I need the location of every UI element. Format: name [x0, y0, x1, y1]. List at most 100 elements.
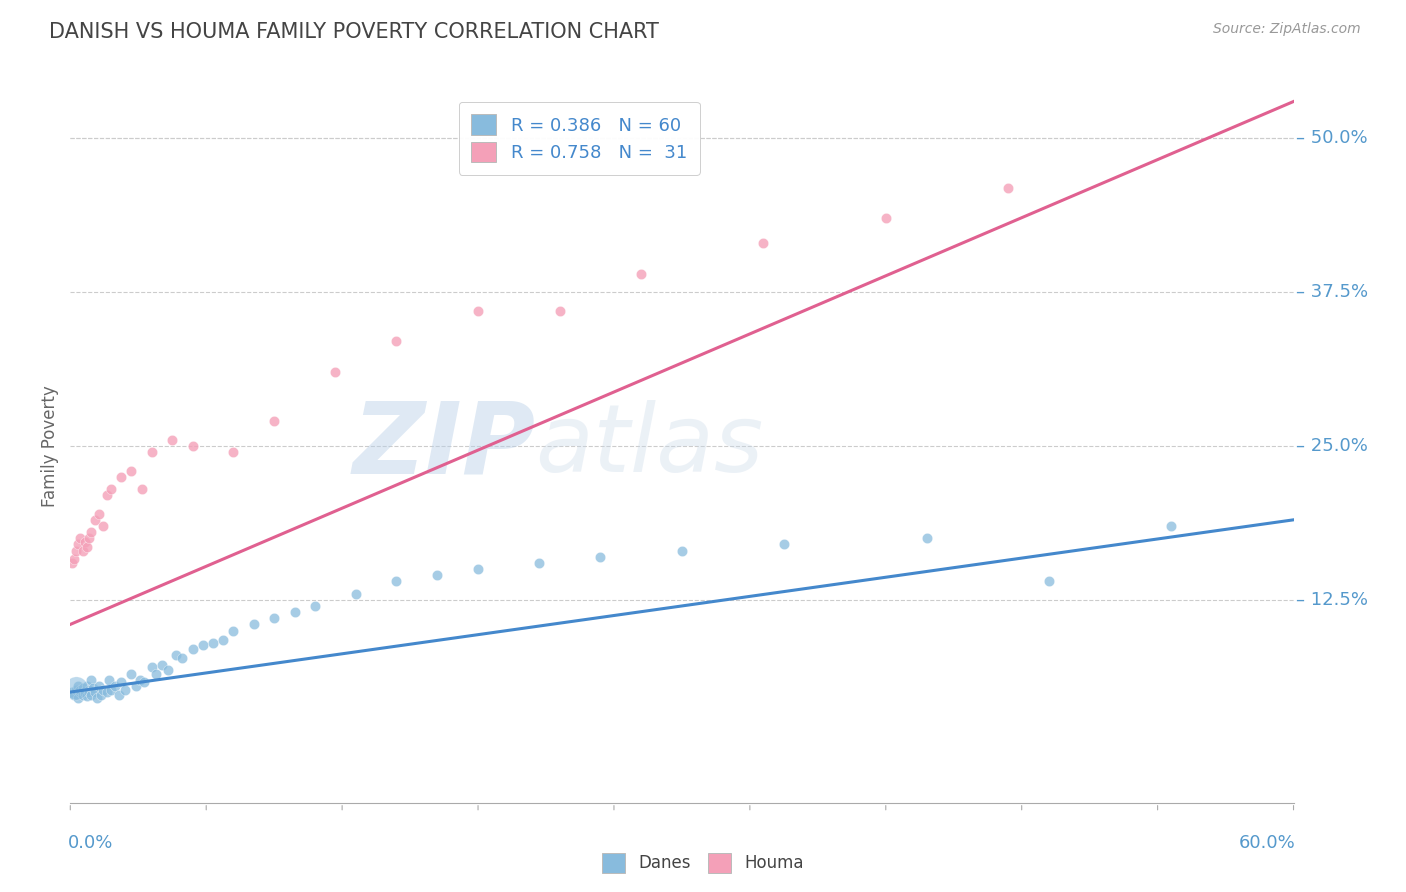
Point: [83, 513, 105, 527]
Point: [96, 488, 118, 502]
Text: 0.0%: 0.0%: [69, 833, 114, 852]
Text: Source: ZipAtlas.com: Source: ZipAtlas.com: [1213, 22, 1361, 37]
Point: [222, 624, 245, 638]
Point: [181, 439, 204, 453]
Point: [79, 673, 103, 687]
Point: [202, 636, 225, 650]
Point: [157, 663, 180, 677]
Point: [141, 445, 163, 459]
Point: [77, 531, 100, 545]
Text: – 12.5%: – 12.5%: [1296, 591, 1368, 609]
Point: [121, 666, 143, 681]
Legend: Danes, Houma: Danes, Houma: [595, 847, 811, 880]
Point: [385, 334, 408, 349]
Point: [589, 549, 612, 564]
Text: DANISH VS HOUMA FAMILY POVERTY CORRELATION CHART: DANISH VS HOUMA FAMILY POVERTY CORRELATI…: [49, 22, 659, 42]
Point: [67, 537, 90, 551]
Point: [108, 688, 131, 702]
Point: [87, 679, 110, 693]
Point: [73, 535, 96, 549]
Point: [150, 658, 173, 673]
Point: [79, 525, 103, 540]
Point: [915, 531, 938, 545]
Point: [997, 180, 1019, 194]
Point: [304, 599, 326, 613]
Point: [69, 685, 91, 699]
Point: [323, 365, 347, 379]
Point: [165, 648, 187, 662]
Point: [90, 688, 112, 702]
Point: [87, 507, 110, 521]
Text: 60.0%: 60.0%: [1239, 833, 1295, 852]
Point: [91, 682, 114, 697]
Point: [1038, 574, 1060, 589]
Point: [110, 675, 132, 690]
Text: atlas: atlas: [536, 401, 763, 491]
Point: [110, 469, 132, 483]
Point: [65, 543, 87, 558]
Point: [773, 537, 796, 551]
Point: [104, 679, 127, 693]
Point: [145, 666, 167, 681]
Point: [263, 611, 285, 625]
Point: [128, 673, 150, 687]
Point: [263, 414, 285, 428]
Legend: R = 0.386   N = 60, R = 0.758   N =  31: R = 0.386 N = 60, R = 0.758 N = 31: [458, 102, 700, 175]
Point: [76, 679, 98, 693]
Point: [73, 686, 96, 700]
Point: [69, 682, 91, 697]
Point: [91, 519, 114, 533]
Point: [60, 556, 83, 570]
Text: – 50.0%: – 50.0%: [1296, 129, 1368, 147]
Point: [875, 211, 897, 226]
Point: [72, 543, 94, 558]
Point: [67, 691, 90, 706]
Text: ZIP: ZIP: [352, 398, 536, 494]
Point: [132, 675, 155, 690]
Point: [124, 679, 146, 693]
Point: [529, 556, 551, 570]
Point: [752, 235, 775, 250]
Point: [98, 673, 121, 687]
Point: [72, 681, 94, 696]
Point: [63, 688, 86, 702]
Point: [65, 682, 87, 697]
Point: [65, 681, 87, 696]
Point: [83, 685, 105, 699]
Point: [63, 552, 86, 566]
Point: [79, 688, 103, 702]
Point: [141, 660, 163, 674]
Point: [96, 685, 118, 699]
Point: [82, 681, 104, 696]
Point: [162, 433, 183, 447]
Point: [121, 464, 143, 478]
Point: [60, 685, 83, 699]
Point: [69, 531, 91, 545]
Point: [548, 303, 571, 318]
Point: [181, 642, 204, 657]
Point: [284, 605, 307, 619]
Point: [72, 688, 94, 702]
Point: [100, 682, 122, 697]
Text: – 37.5%: – 37.5%: [1296, 283, 1368, 301]
Point: [86, 691, 108, 706]
Point: [385, 574, 408, 589]
Point: [671, 543, 693, 558]
Point: [222, 445, 245, 459]
Point: [76, 540, 98, 554]
Point: [77, 682, 100, 697]
Point: [1160, 519, 1182, 533]
Point: [467, 303, 489, 318]
Point: [131, 482, 153, 496]
Point: [212, 633, 235, 648]
Text: – 25.0%: – 25.0%: [1296, 437, 1368, 455]
Point: [100, 482, 122, 496]
Point: [344, 587, 367, 601]
Point: [76, 689, 98, 703]
Y-axis label: Family Poverty: Family Poverty: [41, 385, 59, 507]
Point: [191, 638, 214, 652]
Point: [77, 685, 100, 699]
Point: [114, 682, 136, 697]
Point: [426, 568, 449, 582]
Point: [243, 617, 266, 632]
